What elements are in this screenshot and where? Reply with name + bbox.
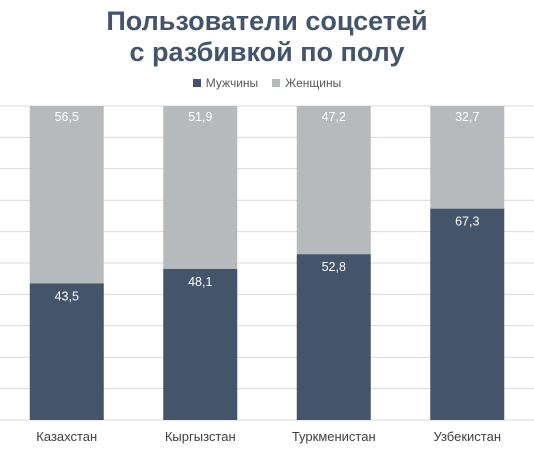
bar-women-2	[296, 106, 371, 255]
legend-item-women: Женщины	[272, 76, 341, 90]
chart-title: Пользователи соцсетей с разбивкой по пол…	[0, 6, 534, 68]
legend-swatch-men	[192, 79, 201, 87]
chart-title-line2: с разбивкой по полу	[129, 37, 405, 67]
label-women-0: 56,5	[55, 110, 79, 124]
label-women-2: 47,2	[322, 110, 346, 124]
label-men-3: 67,3	[455, 215, 479, 229]
bar-men-2	[296, 254, 371, 420]
label-men-1: 48,1	[188, 275, 212, 289]
bar-women-0	[29, 106, 104, 284]
legend-swatch-women	[272, 79, 281, 87]
category-label-1: Кыргызстан	[165, 429, 236, 444]
bar-women-1	[163, 106, 238, 269]
chart-title-line1: Пользователи соцсетей	[106, 6, 428, 36]
category-label-0: Казахстан	[36, 429, 97, 444]
label-men-0: 43,5	[55, 289, 79, 303]
bar-men-0	[29, 283, 104, 420]
category-label-2: Туркменистан	[292, 429, 376, 444]
legend-label-men: Мужчины	[205, 76, 259, 90]
legend: Мужчины Женщины	[0, 76, 534, 90]
bar-men-3	[430, 208, 505, 420]
label-men-2: 52,8	[322, 260, 346, 274]
bar-men-1	[163, 268, 238, 420]
legend-item-men: Мужчины	[192, 76, 259, 90]
label-women-1: 51,9	[188, 110, 212, 124]
category-label-3: Узбекистан	[433, 429, 501, 444]
legend-label-women: Женщины	[285, 76, 342, 90]
label-women-3: 32,7	[455, 110, 479, 124]
bar-women-3	[430, 106, 505, 209]
